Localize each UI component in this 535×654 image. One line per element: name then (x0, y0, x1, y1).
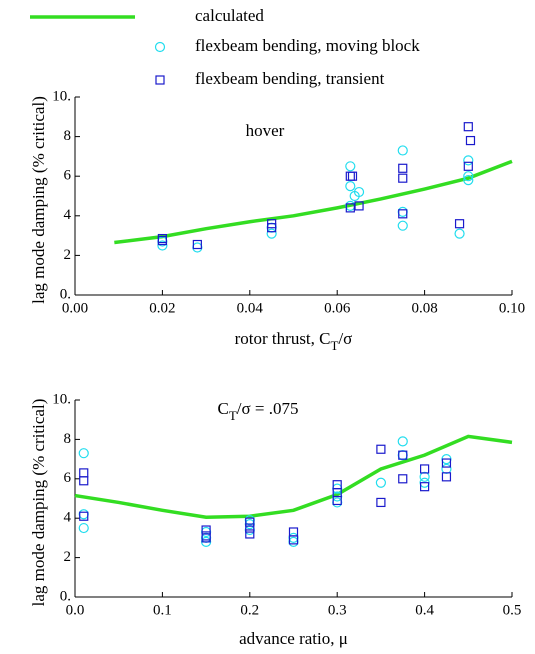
x-tick-label: 0.1 (153, 602, 172, 618)
square-point (398, 450, 408, 460)
square-point (345, 171, 355, 181)
x-axis-label-part: rotor thrust, C (235, 329, 331, 348)
x-tick-label: 0.08 (411, 300, 437, 316)
circle-point (375, 477, 386, 488)
x-axis-label-part: /σ (338, 329, 352, 348)
x-tick-label: 0.3 (328, 602, 347, 618)
square-point (332, 495, 342, 506)
circle-point (463, 155, 474, 166)
circle-point (78, 522, 89, 534)
annotation-part: C (217, 399, 228, 418)
y-tick-label: 10. (52, 88, 71, 104)
circle-point (441, 463, 452, 475)
y-tick-label: 4 (64, 207, 72, 223)
square-point (79, 476, 89, 486)
circle-point (78, 448, 89, 459)
circle-point (463, 175, 474, 186)
calculated-line (114, 159, 513, 245)
y-axis-label: lag mode damping (% critical) (29, 399, 48, 607)
circle-point (345, 181, 356, 192)
circle-point (397, 145, 408, 156)
y-axis-label: lag mode damping (% critical) (29, 96, 48, 304)
y-tick-label: 8 (64, 431, 72, 447)
circle-point (157, 240, 168, 251)
square-point (441, 458, 452, 468)
x-axis-label-part: T (331, 338, 339, 353)
annotation-part: /σ = .075 (237, 399, 299, 418)
circle-point (419, 471, 430, 482)
y-tick-label: 0. (60, 588, 71, 604)
y-tick-label: 6 (64, 168, 72, 184)
circle-point (397, 450, 408, 461)
square-point (347, 171, 358, 181)
square-point (245, 517, 255, 527)
circle-point (345, 161, 356, 172)
legend-label: flexbeam bending, transient (195, 69, 385, 88)
square-point (345, 203, 355, 213)
annotation: hover (246, 121, 285, 140)
legend-square (155, 75, 165, 85)
square-point (79, 468, 89, 478)
square-point (465, 135, 476, 146)
circle-point (397, 220, 408, 231)
square-point (192, 239, 202, 250)
x-axis-label: advance ratio, μ (239, 629, 348, 648)
x-tick-label: 0.0 (66, 602, 85, 618)
square-point (398, 209, 408, 219)
square-point (267, 219, 277, 229)
y-tick-label: 2 (64, 549, 72, 565)
circle-point (192, 242, 203, 253)
square-point (463, 161, 473, 171)
y-tick-label: 10. (52, 391, 71, 407)
square-point (420, 464, 430, 474)
square-point (201, 533, 211, 543)
y-tick-label: 4 (64, 510, 72, 526)
x-tick-label: 0.10 (499, 300, 525, 316)
x-tick-label: 0.04 (237, 300, 264, 316)
annotation: CT/σ = .075 (217, 399, 298, 424)
x-tick-label: 0.2 (240, 602, 259, 618)
x-axis-label: rotor thrust, CT/σ (235, 329, 353, 354)
circle-point (463, 171, 474, 182)
circle-point (353, 186, 365, 198)
x-axis-label-part: advance ratio, μ (239, 629, 348, 648)
square-point (79, 511, 89, 521)
legend-label: calculated (195, 6, 264, 25)
x-tick-label: 0.5 (503, 602, 522, 618)
legend-label: flexbeam bending, moving block (195, 36, 420, 55)
square-point (288, 535, 299, 545)
square-point (420, 482, 430, 492)
annotation-part: hover (246, 121, 285, 140)
square-point (398, 474, 408, 484)
x-tick-label: 0.00 (62, 300, 88, 316)
x-tick-label: 0.06 (324, 300, 351, 316)
x-tick-label: 0.4 (415, 602, 434, 618)
circle-point (397, 206, 408, 217)
circle-point (454, 228, 465, 239)
square-point (398, 163, 408, 173)
x-tick-label: 0.02 (149, 300, 175, 316)
circle-point (397, 436, 408, 447)
y-tick-label: 0. (60, 286, 71, 302)
square-point (376, 497, 386, 508)
circle-point (266, 228, 277, 239)
annotation-part: T (229, 408, 237, 423)
square-point (398, 173, 408, 183)
square-point (354, 201, 364, 211)
square-point (376, 444, 386, 454)
square-point (157, 233, 167, 244)
y-tick-label: 8 (64, 128, 72, 144)
square-point (454, 219, 465, 229)
calculated-line (74, 434, 513, 519)
square-point (441, 472, 452, 482)
square-point (245, 529, 255, 539)
legend-circle (154, 41, 166, 53)
circle-point (78, 509, 89, 520)
square-point (245, 523, 255, 533)
y-tick-label: 2 (64, 247, 72, 263)
square-point (463, 122, 473, 132)
y-tick-label: 6 (64, 470, 72, 486)
